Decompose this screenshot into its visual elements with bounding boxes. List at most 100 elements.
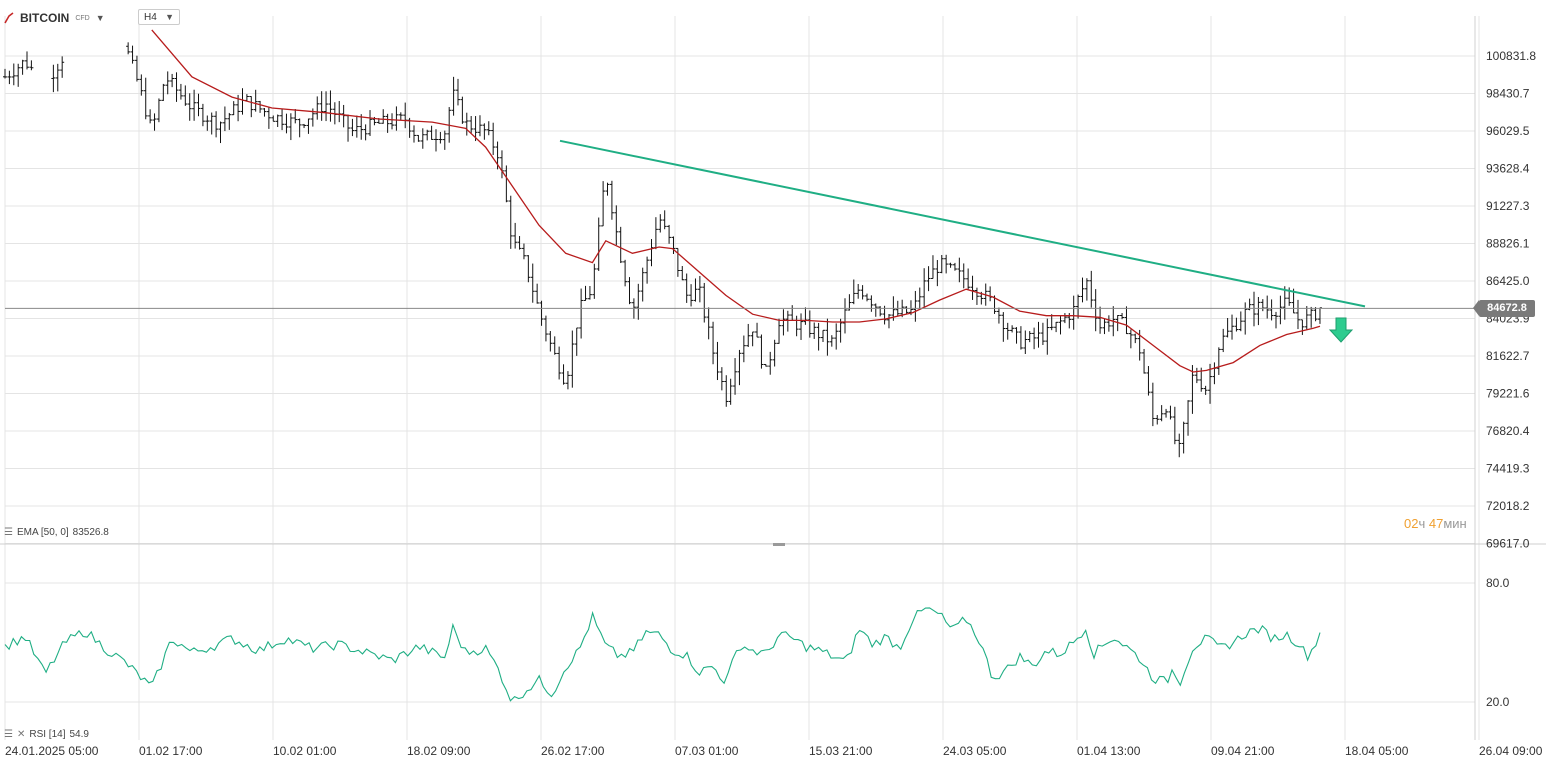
- candle: [1265, 295, 1270, 319]
- ema-line: [151, 29, 1321, 373]
- candle: [772, 339, 777, 367]
- candle: [253, 89, 258, 112]
- candle: [583, 285, 588, 301]
- price-tick-label: 81622.7: [1486, 349, 1530, 363]
- candle: [222, 106, 227, 132]
- candle: [1278, 295, 1283, 325]
- candle: [284, 113, 289, 134]
- candle: [174, 72, 179, 102]
- candle: [724, 375, 729, 407]
- candle: [1221, 328, 1226, 353]
- candle: [803, 307, 808, 325]
- candle: [1234, 317, 1239, 332]
- candle: [1225, 317, 1230, 338]
- candle: [244, 94, 249, 101]
- time-tick-label: 01.04 13:00: [1077, 744, 1141, 758]
- candle: [1208, 363, 1213, 404]
- candle: [843, 298, 848, 334]
- trend-line[interactable]: [559, 139, 1366, 308]
- candle: [482, 123, 487, 140]
- candle: [1010, 325, 1015, 333]
- candle: [886, 313, 891, 329]
- candle: [363, 124, 368, 141]
- candle: [1291, 288, 1296, 314]
- price-tick-label: 86425.0: [1486, 274, 1530, 288]
- candle: [368, 110, 373, 136]
- candle: [1260, 299, 1265, 312]
- candle: [60, 56, 65, 78]
- candle: [1023, 330, 1028, 355]
- close-icon[interactable]: ✕: [16, 729, 26, 740]
- time-tick-label: 09.04 21:00: [1211, 744, 1275, 758]
- candle: [543, 315, 548, 342]
- candle: [667, 224, 672, 244]
- candle: [346, 114, 351, 142]
- candle: [873, 303, 878, 317]
- candle: [1040, 322, 1045, 346]
- candle: [381, 109, 386, 124]
- time-tick-label: 01.02 17:00: [139, 744, 203, 758]
- candle: [258, 100, 263, 113]
- candle: [324, 91, 329, 122]
- candle: [214, 111, 219, 138]
- candle: [156, 98, 161, 123]
- candle: [513, 222, 518, 249]
- time-tick-label: 24.03 05:00: [943, 744, 1007, 758]
- candle: [715, 341, 720, 381]
- candle: [614, 205, 619, 246]
- chevron-down-icon[interactable]: ▼: [95, 13, 105, 23]
- candle: [860, 285, 865, 300]
- candle: [1133, 333, 1138, 344]
- candle: [825, 318, 830, 356]
- candle: [1001, 312, 1006, 342]
- candle: [653, 217, 658, 250]
- ema-value: 83526.8: [72, 527, 109, 538]
- candle: [209, 112, 214, 135]
- candle: [218, 121, 223, 144]
- candle: [1142, 348, 1147, 374]
- candle: [266, 107, 271, 129]
- candle: [636, 283, 641, 320]
- time-axis[interactable]: 24.01.2025 05:00 01.02 17:00 10.02 01:00 18…: [5, 744, 1543, 758]
- candle: [1186, 400, 1191, 436]
- candle: [1177, 433, 1182, 458]
- rsi-tick-label: 80.0: [1486, 576, 1510, 590]
- candle: [231, 101, 236, 116]
- candle: [530, 263, 535, 303]
- candle: [689, 284, 694, 307]
- price-axis[interactable]: 100831.8 98430.7 96029.5 93628.4 91227.3 8882…: [1486, 49, 1536, 551]
- symbol-name[interactable]: BITCOIN: [20, 11, 70, 25]
- rsi-axis[interactable]: 80.0 20.0: [1486, 576, 1510, 709]
- candle: [711, 321, 716, 365]
- candle: [557, 346, 562, 380]
- timeframe-select[interactable]: H4 ▼: [138, 9, 180, 25]
- candle: [491, 122, 496, 156]
- time-tick-label: 18.02 09:00: [407, 744, 471, 758]
- candle: [359, 114, 364, 140]
- candle: [526, 255, 531, 283]
- candle: [609, 180, 614, 220]
- candle: [433, 129, 438, 152]
- candle: [139, 74, 144, 96]
- menu-icon[interactable]: ☰: [4, 729, 13, 740]
- candle: [535, 283, 540, 304]
- candle: [904, 306, 909, 315]
- candle: [952, 262, 957, 271]
- rsi-legend[interactable]: ☰ ✕ RSI [14] 54.9: [4, 729, 89, 740]
- candle: [851, 279, 856, 305]
- panel-resize-handle[interactable]: [773, 543, 785, 546]
- menu-icon[interactable]: ☰: [4, 527, 13, 538]
- candle: [574, 327, 579, 356]
- candle: [412, 125, 417, 143]
- candle: [596, 217, 601, 271]
- candle: [1014, 327, 1019, 344]
- grid: [4, 16, 1480, 740]
- candle: [126, 42, 131, 55]
- time-tick-label: 10.02 01:00: [273, 744, 337, 758]
- candle: [55, 63, 60, 92]
- candle: [1032, 327, 1037, 350]
- candle: [486, 121, 491, 136]
- ema-legend[interactable]: ☰ EMA [50, 0] 83526.8: [4, 527, 109, 538]
- candle: [719, 367, 724, 391]
